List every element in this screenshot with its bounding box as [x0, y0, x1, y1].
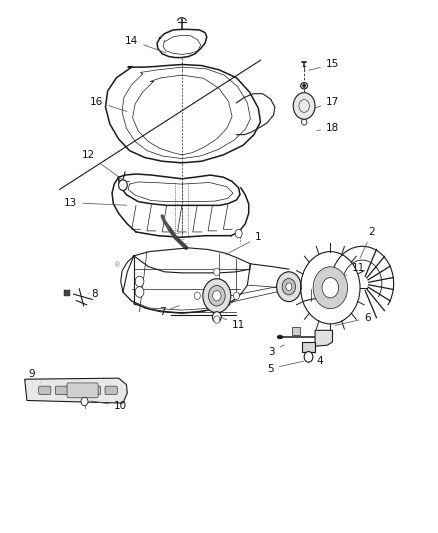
FancyBboxPatch shape — [88, 386, 101, 394]
Circle shape — [135, 276, 144, 287]
FancyBboxPatch shape — [72, 386, 84, 394]
Circle shape — [277, 272, 301, 302]
FancyBboxPatch shape — [292, 327, 300, 335]
FancyBboxPatch shape — [302, 342, 315, 352]
FancyBboxPatch shape — [64, 290, 70, 296]
Text: 14: 14 — [125, 36, 166, 53]
Text: 3: 3 — [268, 345, 284, 357]
Polygon shape — [315, 330, 332, 346]
Polygon shape — [25, 378, 127, 403]
Ellipse shape — [300, 83, 307, 89]
Circle shape — [212, 312, 221, 322]
Circle shape — [212, 290, 221, 301]
Circle shape — [293, 93, 315, 119]
Text: 11: 11 — [219, 317, 245, 330]
FancyBboxPatch shape — [67, 383, 98, 398]
Circle shape — [282, 279, 296, 295]
FancyBboxPatch shape — [55, 386, 67, 394]
Text: 12: 12 — [81, 150, 123, 180]
Text: 11: 11 — [344, 263, 365, 277]
Circle shape — [235, 229, 242, 238]
Circle shape — [322, 278, 339, 298]
Circle shape — [194, 292, 200, 300]
Text: 10: 10 — [91, 401, 127, 411]
Text: 1: 1 — [226, 232, 261, 255]
Circle shape — [135, 287, 144, 297]
Circle shape — [119, 180, 127, 190]
Circle shape — [233, 292, 240, 300]
FancyBboxPatch shape — [105, 386, 117, 394]
Text: 18: 18 — [317, 123, 339, 133]
Text: 16: 16 — [90, 96, 127, 111]
FancyBboxPatch shape — [39, 386, 51, 394]
Text: 7: 7 — [159, 306, 179, 317]
Circle shape — [302, 84, 306, 88]
Circle shape — [208, 286, 225, 306]
Circle shape — [304, 352, 313, 362]
Text: 15: 15 — [309, 60, 339, 70]
Circle shape — [203, 279, 231, 313]
Circle shape — [313, 267, 348, 309]
Text: 5: 5 — [267, 361, 304, 374]
Text: 6: 6 — [335, 313, 371, 326]
Circle shape — [81, 397, 88, 406]
Text: 8: 8 — [88, 288, 98, 298]
Circle shape — [286, 283, 292, 290]
Text: 4: 4 — [314, 352, 323, 366]
Text: 13: 13 — [64, 198, 127, 208]
Text: 2: 2 — [360, 227, 375, 259]
Text: 9: 9 — [29, 369, 40, 383]
Circle shape — [214, 268, 220, 276]
Circle shape — [214, 316, 220, 324]
Text: ®: ® — [114, 262, 121, 268]
Text: 17: 17 — [313, 96, 339, 109]
